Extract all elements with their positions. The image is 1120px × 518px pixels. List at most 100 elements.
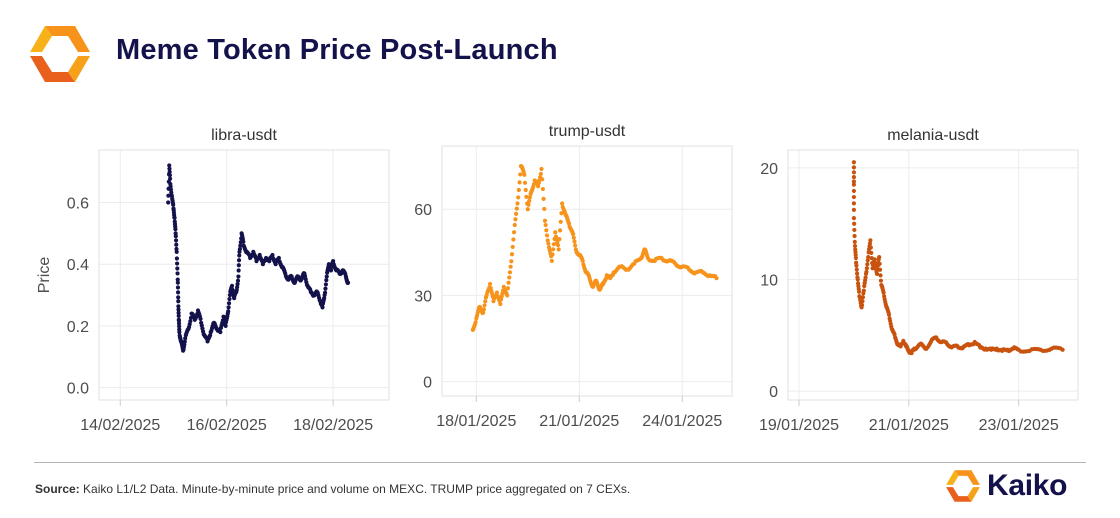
trump-data-point: [510, 244, 515, 250]
melania-data-point: [854, 267, 859, 272]
trump-data-point: [526, 202, 531, 207]
libra-chart-title: libra-usdt: [211, 127, 277, 144]
libra-data-point: [173, 238, 179, 243]
trump-data-point: [473, 320, 478, 325]
trump-data-point: [514, 211, 519, 216]
libra-data-point: [323, 282, 328, 287]
trump-data-point: [522, 172, 527, 177]
libra-data-point: [324, 277, 329, 283]
trump-data-point: [559, 211, 564, 216]
kaiko-brand-icon: [946, 470, 980, 502]
trump-data-point: [535, 184, 541, 189]
trump-data-point: [498, 301, 503, 307]
trump-data-point: [482, 303, 487, 308]
libra-data-point: [235, 285, 240, 290]
libra-data-point: [236, 263, 241, 268]
libra-data-point: [236, 268, 241, 273]
trump-data-point: [511, 230, 517, 235]
libra-data-point: [345, 280, 351, 285]
trump-ytick-label: 30: [414, 288, 432, 305]
trump-data-point: [516, 187, 521, 193]
trump-data-point: [540, 186, 545, 192]
libra-data-point: [218, 329, 223, 335]
trump-data-point: [509, 259, 514, 264]
kaiko-brand: Kaiko: [945, 466, 1068, 506]
trump-data-point: [543, 222, 548, 228]
libra-data-point: [270, 252, 275, 258]
melania-data-point: [851, 165, 857, 170]
melania-data-point: [863, 275, 868, 280]
trump-data-point: [507, 270, 513, 275]
melania-data-point: [868, 245, 873, 250]
libra-data-point: [171, 202, 176, 207]
trump-data-point: [545, 238, 550, 243]
trump-chart-title: trump-usdt: [549, 123, 626, 140]
melania-data-point: [877, 255, 882, 260]
melania-data-point: [851, 194, 857, 200]
libra-data-point: [173, 234, 178, 239]
melania-xtick-label: 23/01/2025: [979, 417, 1059, 434]
melania-data-point: [874, 271, 880, 276]
libra-data-point: [176, 307, 181, 312]
trump-data-point: [539, 166, 544, 172]
libra-data-point: [166, 193, 171, 198]
libra-data-point: [176, 304, 181, 309]
melania-data-point: [878, 273, 883, 278]
melania-data-point: [877, 261, 882, 266]
libra-data-point: [174, 249, 179, 254]
trump-data-point: [556, 247, 561, 252]
libra-data-point: [226, 305, 231, 310]
melania-data-point: [851, 170, 857, 175]
trump-data-point: [524, 194, 529, 200]
trump-data-point: [549, 258, 554, 264]
melania-data-point: [886, 312, 892, 317]
melania-xtick-label: 21/01/2025: [869, 417, 949, 434]
melania-xtick-label: 19/01/2025: [759, 417, 839, 434]
chart-melania: melania-usdt 0 10 20 19/01/2025 21/01/2025 23/…: [759, 127, 1079, 434]
libra-data-point: [198, 316, 203, 321]
trump-data-point: [572, 239, 577, 244]
trump-data-point: [551, 247, 556, 252]
trump-data-point: [512, 222, 517, 228]
trump-data-point: [487, 281, 493, 287]
melania-data-point: [861, 288, 866, 293]
libra-data-point: [175, 266, 180, 271]
trump-data-point: [527, 198, 532, 204]
libra-data-point: [167, 163, 172, 168]
libra-xtick-label: 16/02/2025: [187, 417, 267, 434]
trump-data-point: [544, 228, 549, 233]
trump-data-point: [553, 230, 558, 235]
trump-xtick-label: 24/01/2025: [642, 413, 722, 430]
libra-data-point: [227, 292, 232, 298]
libra-data-point: [166, 200, 171, 205]
libra-data-point: [174, 256, 180, 261]
libra-ytick-label: 0.2: [67, 319, 89, 336]
libra-data-point: [182, 339, 187, 344]
libra-data-point: [229, 283, 235, 288]
melania-data-point: [864, 269, 869, 275]
trump-data-point: [538, 171, 543, 177]
trump-data-point: [558, 219, 563, 224]
melania-data-point: [865, 262, 870, 267]
melania-ytick-label: 0: [769, 384, 778, 401]
melania-data-point: [851, 179, 857, 184]
trump-data-point: [714, 276, 719, 281]
source-text: Kaiko L1/L2 Data. Minute-by-minute price…: [79, 482, 631, 496]
trump-data-point: [506, 280, 511, 285]
libra-data-point: [176, 299, 181, 304]
trump-data-point: [494, 290, 500, 295]
trump-data-point: [511, 237, 516, 242]
trump-data-point: [523, 187, 528, 193]
melania-data-point: [852, 239, 857, 244]
libra-data-point: [226, 309, 231, 314]
libra-data-point: [167, 176, 173, 181]
trump-data-point: [540, 177, 545, 182]
melania-data-point: [852, 227, 857, 233]
libra-data-point: [168, 184, 173, 189]
trump-data-point: [541, 196, 546, 201]
chart-trump: trump-usdt 0 30 60 18/01/2025 21/01/2025 24/01…: [414, 123, 733, 430]
melania-data-point: [851, 182, 857, 187]
melania-plot-frame: [787, 149, 1079, 401]
trump-data-point: [550, 252, 555, 257]
trump-data-point: [544, 233, 550, 238]
